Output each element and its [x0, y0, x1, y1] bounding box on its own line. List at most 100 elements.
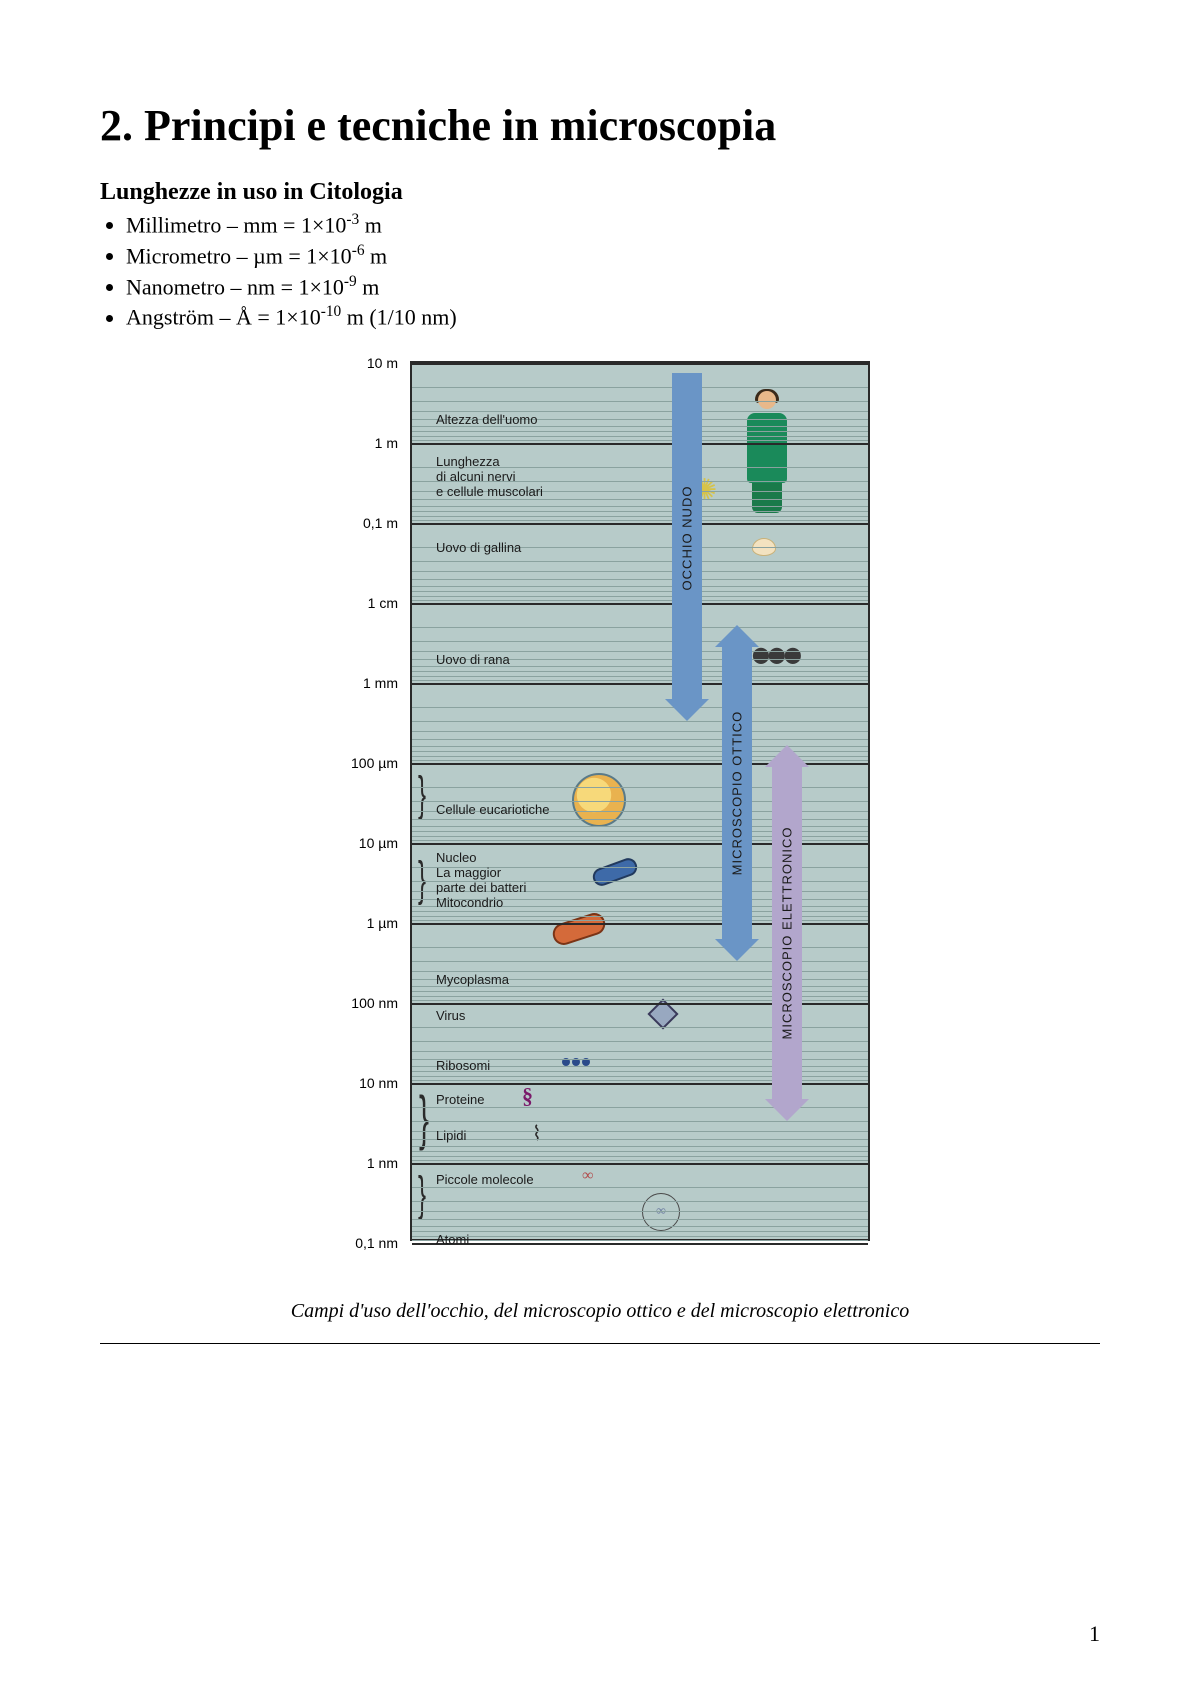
- minor-gridline: [412, 680, 868, 681]
- minor-gridline: [412, 1151, 868, 1152]
- minor-gridline: [412, 707, 868, 708]
- minor-gridline: [412, 1236, 868, 1237]
- minor-gridline: [412, 1231, 868, 1232]
- row-label: Ribosomi: [436, 1059, 490, 1074]
- major-gridline: [412, 1163, 868, 1165]
- row-label: Proteine: [436, 1093, 484, 1108]
- row-label: Uovo di gallina: [436, 541, 521, 556]
- chart-area: ✺ ⬤⬤⬤ § ⌇ ∞ ∞ } } }: [410, 361, 870, 1241]
- minor-gridline: [412, 401, 868, 402]
- minor-gridline: [412, 1240, 868, 1241]
- range-microscopio-elettronico: MICROSCOPIO ELETTRONICO: [772, 763, 802, 1103]
- minor-gridline: [412, 1201, 868, 1202]
- minor-gridline: [412, 1160, 868, 1161]
- horizontal-rule: [100, 1343, 1100, 1344]
- unit-text: m: [359, 212, 382, 237]
- minor-gridline: [412, 571, 868, 572]
- row-label: Virus: [436, 1009, 465, 1024]
- minor-gridline: [412, 516, 868, 517]
- tick-label: 0,1 m: [328, 515, 398, 531]
- unit-text: Nanometro – nm = 1×10: [126, 274, 344, 299]
- unit-exp: -3: [346, 211, 359, 228]
- range-occhio-nudo: OCCHIO NUDO: [672, 373, 702, 703]
- minor-gridline: [412, 721, 868, 722]
- molecule-icon: ∞: [582, 1167, 593, 1185]
- page-number: 1: [1089, 1621, 1100, 1647]
- unit-item: Millimetro – mm = 1×10-3 m: [126, 210, 1100, 239]
- major-gridline: [412, 1243, 868, 1245]
- page-title: 2. Principi e tecniche in microscopia: [100, 100, 1100, 151]
- range-label: OCCHIO NUDO: [680, 486, 695, 591]
- tick-label: 100 nm: [328, 995, 398, 1011]
- minor-gridline: [412, 731, 868, 732]
- scale-figure: ✺ ⬤⬤⬤ § ⌇ ∞ ∞ } } }: [330, 361, 870, 1281]
- lipid-icon: ⌇: [532, 1121, 542, 1146]
- minor-gridline: [412, 596, 868, 597]
- tick-label: 1 mm: [328, 675, 398, 691]
- unit-item: Nanometro – nm = 1×10-9 m: [126, 272, 1100, 301]
- row-label: Altezza dell'uomo: [436, 413, 537, 428]
- unit-exp: -10: [321, 303, 342, 320]
- minor-gridline: [412, 1139, 868, 1140]
- minor-gridline: [412, 1121, 868, 1122]
- brace-icon: }: [418, 868, 426, 892]
- minor-gridline: [412, 440, 868, 441]
- bacterium-icon: [590, 856, 639, 889]
- tick-label: 1 nm: [328, 1155, 398, 1171]
- major-gridline: [412, 683, 868, 685]
- range-label: MICROSCOPIO ELETTRONICO: [780, 827, 795, 1040]
- tick-label: 1 m: [328, 435, 398, 451]
- unit-text: Angström – Å = 1×10: [126, 305, 321, 330]
- row-label: Atomi: [436, 1233, 469, 1248]
- minor-gridline: [412, 1131, 868, 1132]
- unit-text: m: [365, 243, 388, 268]
- minor-gridline: [412, 506, 868, 507]
- unit-list: Millimetro – mm = 1×10-3 m Micrometro – …: [100, 210, 1100, 331]
- figure-caption: Campi d'uso dell'occhio, del microscopio…: [100, 1300, 1100, 1323]
- minor-gridline: [412, 520, 868, 521]
- row-label: Cellule eucariotiche: [436, 803, 549, 818]
- tick-label: 1 cm: [328, 595, 398, 611]
- tick-label: 10 nm: [328, 1075, 398, 1091]
- protein-icon: §: [522, 1083, 533, 1109]
- tick-label: 0,1 nm: [328, 1235, 398, 1251]
- row-label: Mycoplasma: [436, 973, 509, 988]
- minor-gridline: [412, 739, 868, 740]
- major-gridline: [412, 363, 868, 365]
- minor-gridline: [412, 591, 868, 592]
- minor-gridline: [412, 600, 868, 601]
- minor-gridline: [412, 1226, 868, 1227]
- minor-gridline: [412, 436, 868, 437]
- range-microscopio-ottico: MICROSCOPIO OTTICO: [722, 643, 752, 943]
- minor-gridline: [412, 627, 868, 628]
- section-subtitle: Lunghezze in uso in Citologia: [100, 179, 1100, 206]
- row-label: Uovo di rana: [436, 653, 510, 668]
- unit-text: m: [357, 274, 380, 299]
- tick-label: 10 µm: [328, 835, 398, 851]
- minor-gridline: [412, 676, 868, 677]
- frog-eggs-icon: ⬤⬤⬤: [752, 645, 800, 665]
- tick-label: 10 m: [328, 355, 398, 371]
- tick-label: 100 µm: [328, 755, 398, 771]
- minor-gridline: [412, 671, 868, 672]
- minor-gridline: [412, 511, 868, 512]
- minor-gridline: [412, 586, 868, 587]
- row-label: Lipidi: [436, 1129, 466, 1144]
- range-label: MICROSCOPIO OTTICO: [730, 711, 745, 876]
- unit-text: Micrometro – µm = 1×10: [126, 243, 352, 268]
- major-gridline: [412, 443, 868, 445]
- unit-text: Millimetro – mm = 1×10: [126, 212, 346, 237]
- unit-item: Micrometro – µm = 1×10-6 m: [126, 241, 1100, 270]
- row-label: NucleoLa maggiorparte dei batteriMitocon…: [436, 851, 526, 911]
- major-gridline: [412, 523, 868, 525]
- minor-gridline: [412, 1211, 868, 1212]
- minor-gridline: [412, 1156, 868, 1157]
- row-label: Lunghezzadi alcuni nervie cellule muscol…: [436, 455, 543, 500]
- tick-label: 1 µm: [328, 915, 398, 931]
- unit-exp: -6: [352, 242, 365, 259]
- unit-text: m (1/10 nm): [341, 305, 457, 330]
- row-label: Piccole molecole: [436, 1173, 534, 1188]
- minor-gridline: [412, 1219, 868, 1220]
- unit-exp: -9: [344, 273, 357, 290]
- unit-item: Angström – Å = 1×10-10 m (1/10 nm): [126, 302, 1100, 331]
